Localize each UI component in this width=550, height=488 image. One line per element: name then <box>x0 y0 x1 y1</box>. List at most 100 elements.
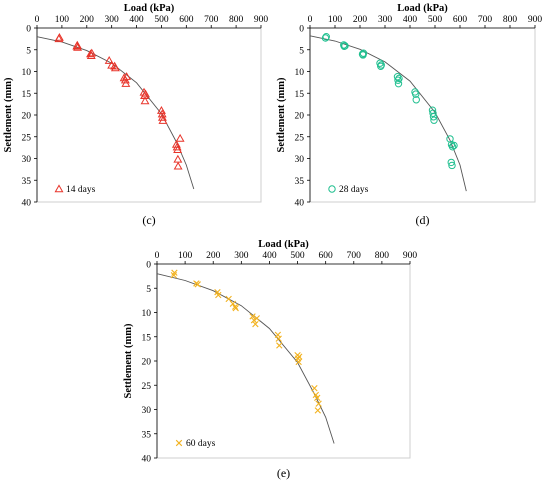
legend-marker <box>328 185 336 193</box>
x-tick-label: 600 <box>453 15 468 25</box>
x-axis-title: Load (kPa) <box>124 3 175 14</box>
data-point <box>395 74 403 83</box>
x-tick-label: 500 <box>154 15 169 25</box>
x-tick-label: 0 <box>155 251 160 261</box>
data-point <box>447 158 455 167</box>
y-tick-label: 30 <box>295 155 305 165</box>
data-point <box>296 353 303 360</box>
data-point <box>430 116 438 124</box>
data-point <box>104 56 114 64</box>
y-tick-label: 5 <box>299 46 304 56</box>
x-tick-label: 500 <box>428 15 443 25</box>
data-point <box>394 79 403 88</box>
x-tick-label: 900 <box>403 251 418 261</box>
y-tick-label: 15 <box>295 90 305 100</box>
y-tick-label: 40 <box>295 199 305 209</box>
panel-caption: (c) <box>142 213 155 227</box>
chart-panel-c: 0 100 200 300 400 500 600 700 800 900 0 5 10 15 20 25 30… <box>3 3 269 227</box>
y-tick-label: 0 <box>146 261 151 271</box>
data-point <box>448 161 456 170</box>
chart-panel-e: 0 100 200 300 400 500 600 700 800 900 0 5 10 15 20 25 30… <box>123 240 418 480</box>
y-tick-label: 0 <box>26 25 31 35</box>
chart-panel-d: 0 100 200 300 400 500 600 700 800 900 0 5 10 15 20 25 30… <box>276 3 542 227</box>
x-tick-label: 400 <box>262 251 277 261</box>
legend-marker <box>54 184 64 193</box>
x-tick-label: 0 <box>308 15 313 25</box>
data-point <box>252 320 259 328</box>
x-tick-label: 100 <box>328 15 343 25</box>
data-point <box>215 291 222 299</box>
trend-line <box>309 35 467 192</box>
x-tick-label: 500 <box>290 251 305 261</box>
data-point <box>274 331 282 338</box>
plot-frame <box>36 27 262 203</box>
data-point <box>322 33 330 41</box>
x-tick-label: 800 <box>229 15 244 25</box>
data-point <box>276 342 283 349</box>
data-point <box>173 161 183 170</box>
legend-label: 28 days <box>339 185 369 195</box>
data-point <box>314 407 321 414</box>
data-point <box>86 51 96 60</box>
y-tick-label: 0 <box>299 25 304 35</box>
plot-frame <box>309 27 536 203</box>
data-point <box>173 154 183 163</box>
y-tick-label: 40 <box>22 199 32 209</box>
y-tick-label: 20 <box>22 112 32 122</box>
data-point <box>250 317 258 324</box>
x-tick-label: 800 <box>375 251 390 261</box>
data-point <box>158 116 168 124</box>
panel-caption: (e) <box>277 466 290 480</box>
x-tick-label: 200 <box>353 15 368 25</box>
panel-caption: (d) <box>416 213 430 227</box>
trend-line <box>36 36 195 190</box>
data-point <box>173 145 183 153</box>
data-point <box>171 269 178 276</box>
x-tick-label: 600 <box>179 15 194 25</box>
y-tick-label: 10 <box>22 68 32 78</box>
y-tick-label: 20 <box>142 358 152 368</box>
x-tick-label: 200 <box>80 15 95 25</box>
data-point <box>429 113 438 121</box>
data-point <box>141 89 150 98</box>
data-point <box>73 42 83 51</box>
data-point <box>122 72 132 80</box>
x-tick-label: 300 <box>105 15 120 25</box>
y-tick-label: 30 <box>22 155 32 165</box>
data-point <box>157 113 167 121</box>
legend-label: 60 days <box>186 439 216 449</box>
x-tick-label: 300 <box>234 251 249 261</box>
y-axis-title: Settlement (mm) <box>123 323 134 398</box>
x-tick-label: 400 <box>403 15 418 25</box>
data-point <box>275 335 282 342</box>
data-point <box>194 281 201 288</box>
y-tick-label: 35 <box>142 430 152 440</box>
y-tick-label: 25 <box>295 133 305 143</box>
data-point <box>72 40 82 49</box>
data-point <box>295 358 302 366</box>
x-tick-label: 0 <box>35 15 40 25</box>
data-point <box>394 76 402 84</box>
data-point <box>359 49 368 57</box>
data-point <box>175 133 185 142</box>
data-point <box>249 313 256 320</box>
data-point <box>412 90 420 98</box>
y-tick-label: 15 <box>142 333 152 343</box>
x-tick-label: 100 <box>178 251 193 261</box>
x-tick-label: 900 <box>254 15 269 25</box>
x-axis-title: Load (kPa) <box>397 3 448 14</box>
data-point <box>429 109 437 117</box>
y-tick-label: 10 <box>142 309 152 319</box>
data-point <box>321 34 330 42</box>
y-tick-label: 25 <box>142 382 152 392</box>
trend-line <box>156 273 335 444</box>
x-tick-label: 100 <box>55 15 70 25</box>
x-tick-label: 800 <box>503 15 518 25</box>
legend-marker <box>175 439 183 447</box>
data-point <box>157 109 167 118</box>
y-tick-label: 30 <box>142 406 152 416</box>
x-tick-label: 600 <box>319 251 334 261</box>
x-tick-label: 200 <box>206 251 221 261</box>
y-tick-label: 5 <box>26 46 31 56</box>
y-tick-label: 10 <box>295 68 305 78</box>
